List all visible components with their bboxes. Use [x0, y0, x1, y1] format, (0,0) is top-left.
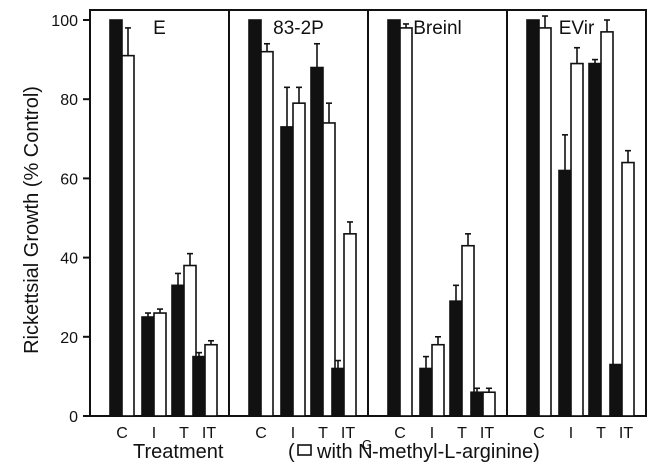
- x-tick-label: C: [116, 425, 128, 442]
- bar-control: [310, 66, 324, 417]
- bar-nmla: [121, 54, 135, 417]
- bar-control: [588, 62, 602, 417]
- x-tick-label: I: [430, 425, 434, 442]
- x-tick-label: T: [318, 425, 328, 442]
- bar-nmla: [399, 27, 413, 417]
- legend-text-after: -methyl-L-arginine): [372, 441, 540, 463]
- legend-swatch: [297, 444, 312, 456]
- panel-title: 83-2P: [273, 18, 324, 39]
- bar-nmla: [260, 50, 274, 417]
- bar-nmla: [538, 27, 552, 417]
- panel-title: EVir: [559, 18, 595, 39]
- legend-paren-open: (: [288, 441, 295, 463]
- x-tick-label: IT: [619, 425, 633, 442]
- x-tick-label: C: [255, 425, 267, 442]
- bar-control: [526, 19, 540, 417]
- bar-control: [331, 367, 345, 417]
- x-tick-label: C: [533, 425, 545, 442]
- bar-control: [109, 19, 123, 417]
- x-tick-label: C: [394, 425, 406, 442]
- bar-control: [171, 284, 185, 417]
- x-tick-label: IT: [480, 425, 494, 442]
- bar-nmla: [570, 62, 584, 417]
- bar-nmla: [431, 343, 445, 417]
- bar-control: [248, 19, 262, 417]
- x-axis-label: Treatment: [133, 441, 224, 463]
- y-tick-label: 20: [60, 330, 78, 347]
- bar-control: [192, 355, 206, 417]
- bar-nmla: [153, 312, 167, 417]
- y-axis-label: Rickettsial Growth (% Control): [21, 86, 43, 354]
- x-tick-label: IT: [202, 425, 216, 442]
- x-tick-label: I: [569, 425, 573, 442]
- legend-superscript: G: [362, 437, 372, 452]
- bar-control: [470, 391, 484, 417]
- y-tick-label: 40: [60, 251, 78, 268]
- bar-nmla: [621, 161, 635, 417]
- x-tick-label: T: [457, 425, 467, 442]
- bar-nmla: [292, 102, 306, 417]
- bar-control: [387, 19, 401, 417]
- x-tick-label: T: [596, 425, 606, 442]
- bar-nmla: [482, 391, 496, 417]
- bar-nmla: [600, 31, 614, 417]
- x-tick-label: T: [179, 425, 189, 442]
- bar-control: [449, 300, 463, 417]
- bar-nmla: [461, 244, 475, 417]
- bar-control: [419, 367, 433, 417]
- bar-control: [609, 363, 623, 417]
- bar-nmla: [204, 343, 218, 417]
- x-tick-label: IT: [341, 425, 355, 442]
- panel-title: E: [153, 18, 166, 39]
- y-tick-label: 0: [69, 409, 78, 426]
- legend-text: with N: [316, 441, 373, 463]
- panel-title: Breinl: [413, 18, 462, 39]
- x-tick-label: I: [152, 425, 156, 442]
- bar-control: [280, 126, 294, 417]
- bar-control: [558, 169, 572, 417]
- y-tick-label: 60: [60, 171, 78, 188]
- bar-control: [141, 316, 155, 417]
- y-tick-label: 80: [60, 92, 78, 109]
- bar-nmla: [343, 233, 357, 417]
- y-tick-label: 100: [51, 13, 78, 30]
- legend: ( with N G -methyl-L-arginine): [288, 437, 540, 463]
- x-tick-label: I: [291, 425, 295, 442]
